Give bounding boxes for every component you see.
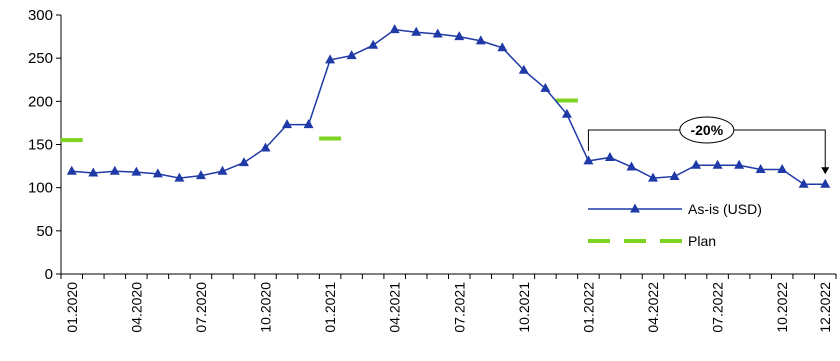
as-is-point [238, 157, 249, 167]
x-tick-label: 07.2022 [710, 282, 726, 333]
as-is-point [346, 50, 357, 60]
as-is-point [109, 165, 120, 175]
as-is-point [540, 82, 551, 92]
as-is-point [389, 24, 400, 34]
as-is-point [411, 26, 422, 36]
as-is-point [691, 159, 702, 169]
x-tick-label: 04.2022 [645, 282, 661, 333]
x-axis: 01.2020 04.2020 07.2020 10.2020 01.2021 04.20… [60, 273, 837, 333]
x-tick-label: 10.2021 [516, 282, 532, 333]
as-is-point [454, 31, 465, 41]
x-tick-label: 04.2020 [128, 282, 144, 333]
as-is-point [131, 166, 142, 176]
x-tick-label: 01.2022 [580, 282, 596, 333]
x-tick-label: 12.2022 [817, 282, 833, 333]
as-is-series [66, 24, 831, 188]
as-is-point [820, 178, 831, 188]
x-tick-label: 04.2021 [387, 282, 403, 333]
annotation-bubble [679, 116, 735, 144]
annotation-label: -20% [690, 122, 723, 138]
as-is-point [712, 159, 723, 169]
as-is-point [368, 39, 379, 49]
change-annotation: -20% [587, 116, 830, 175]
as-is-point [174, 172, 185, 182]
as-is-point [260, 142, 271, 152]
as-is-point [798, 178, 809, 188]
y-tick-label: 150 [28, 137, 53, 154]
y-tick-label: 100 [28, 180, 53, 197]
as-is-point [669, 170, 680, 180]
as-is-point [217, 165, 228, 175]
as-is-point [734, 159, 745, 169]
plan-series [60, 98, 578, 143]
x-tick-label: 07.2021 [451, 282, 467, 333]
annotation-arrowhead [821, 167, 830, 175]
y-axis: 0 50 100 150 200 250 300 [28, 7, 62, 283]
x-tick-label: 01.2021 [322, 282, 338, 333]
as-is-point [561, 108, 572, 118]
x-tick-label: 10.2022 [774, 282, 790, 333]
y-tick-label: 300 [28, 7, 53, 24]
as-is-point [88, 167, 99, 177]
as-is-point [66, 165, 77, 175]
as-is-point [604, 151, 615, 161]
x-tick-label: 10.2020 [258, 282, 274, 333]
as-is-point [475, 35, 486, 45]
as-is-point [626, 161, 637, 171]
as-is-line [71, 28, 826, 185]
as-is-point [518, 64, 529, 74]
as-is-point [325, 54, 336, 64]
as-is-point [777, 164, 788, 174]
legend-as-is-label: As-is (USD) [688, 201, 762, 217]
as-is-point [497, 42, 508, 52]
as-is-point [648, 172, 659, 182]
legend-as-is-marker [630, 203, 640, 213]
as-is-point [755, 164, 766, 174]
y-tick-label: 50 [36, 223, 53, 240]
as-is-point [432, 28, 443, 38]
legend: As-is (USD) Plan [588, 201, 762, 249]
x-tick-label: 07.2020 [193, 282, 209, 333]
as-is-point [152, 168, 163, 178]
as-is-point [303, 119, 314, 129]
as-is-point [195, 170, 206, 180]
as-is-point [282, 119, 293, 129]
y-tick-label: 200 [28, 93, 53, 110]
y-tick-label: 0 [45, 266, 53, 283]
x-tick-label: 01.2020 [64, 282, 80, 333]
legend-plan-label: Plan [688, 233, 716, 249]
as-is-point [583, 155, 594, 165]
y-tick-label: 250 [28, 50, 53, 67]
